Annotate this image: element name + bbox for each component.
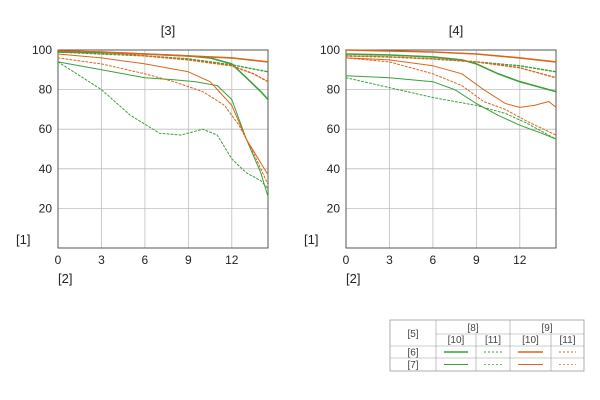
x-tick-label: 12 (513, 253, 527, 267)
legend-dir-header: [11] (560, 335, 576, 346)
x-tick-label: 9 (473, 253, 480, 267)
legend-row-label: [7] (407, 360, 418, 371)
series-line-6 (345, 77, 557, 140)
legend-frame (389, 319, 585, 372)
series-line-7 (345, 57, 557, 108)
x-axis-label: [2] (346, 271, 360, 286)
legend-freq-header: [9] (541, 323, 552, 334)
series-line-8 (57, 57, 269, 186)
mtf-chart-1: 20 40 60 80 100 0 3 6 9 12 [3] [1] [2] (16, 23, 269, 286)
x-tick-label: 0 (55, 253, 62, 267)
y-tick-label: 40 (39, 162, 53, 176)
legend-dir-header: [11] (485, 335, 501, 346)
y-axis-label: [1] (304, 232, 318, 247)
series-line-5 (57, 61, 269, 197)
y-axis-label: [1] (16, 232, 30, 247)
y-tick-label: 80 (39, 83, 53, 97)
chart-title: [3] (161, 23, 175, 38)
series-line-7 (57, 53, 269, 176)
legend-table: [5][8] [9][10] [11] [10] [11][6][7] (389, 319, 585, 372)
x-tick-label: 9 (185, 253, 192, 267)
x-tick-label: 0 (343, 253, 350, 267)
legend-freq-header: [8] (467, 323, 478, 334)
x-tick-label: 3 (386, 253, 393, 267)
x-tick-label: 12 (225, 253, 239, 267)
series-line-3 (345, 49, 557, 63)
y-tick-label: 60 (327, 122, 341, 136)
x-tick-label: 6 (142, 253, 149, 267)
y-tick-label: 60 (39, 122, 53, 136)
series-line-4 (57, 50, 269, 83)
legend-row-label: [6] (407, 348, 418, 359)
x-tick-label: 6 (430, 253, 437, 267)
plot-frame (345, 49, 557, 249)
y-tick-label: 80 (327, 83, 341, 97)
x-tick-label: 3 (98, 253, 105, 267)
series-line-8 (345, 57, 557, 136)
chart-title: [4] (449, 23, 463, 38)
series-line-1 (345, 53, 557, 93)
y-tick-label: 20 (39, 201, 53, 215)
plot-frame (57, 49, 269, 249)
y-tick-label: 100 (32, 43, 52, 57)
y-tick-label: 100 (320, 43, 340, 57)
y-tick-label: 20 (327, 201, 341, 215)
legend-dir-header: [10] (522, 335, 539, 346)
x-axis-label: [2] (58, 271, 72, 286)
series-line-4 (345, 55, 557, 79)
legend-corner-label: [5] (407, 329, 418, 340)
series-line-6 (57, 61, 269, 190)
y-tick-label: 40 (327, 162, 341, 176)
mtf-chart-2: 20 40 60 80 100 0 3 6 9 12 [4] [1] [2] (304, 23, 557, 286)
legend-dir-header: [10] (448, 335, 465, 346)
series-line-5 (345, 75, 557, 140)
